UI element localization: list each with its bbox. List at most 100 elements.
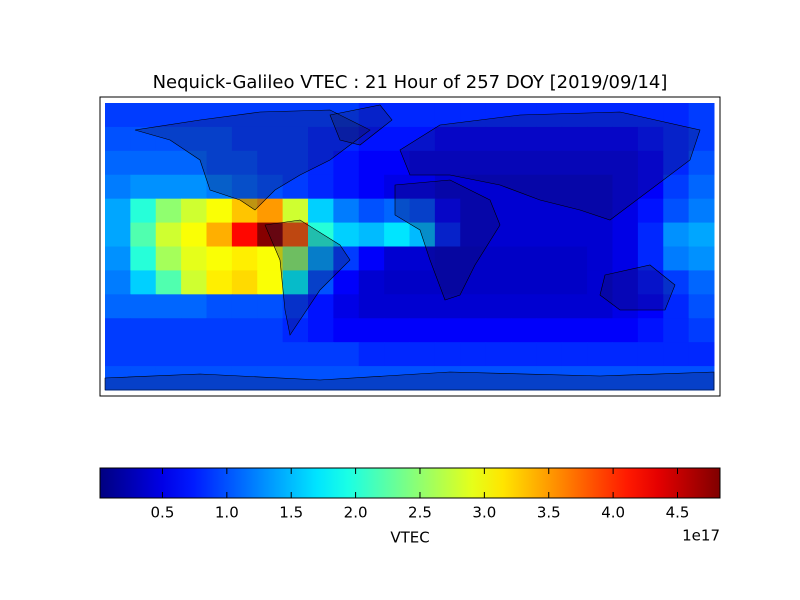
heat-cell: [155, 270, 182, 295]
colorbar-tick-label: 0.5: [151, 504, 175, 522]
heat-cell: [282, 126, 309, 152]
heat-cell: [282, 294, 309, 319]
heat-cell: [536, 222, 563, 247]
heat-cell: [663, 318, 690, 343]
heat-cell: [231, 294, 258, 319]
heat-cell: [612, 294, 639, 319]
heat-cell: [155, 246, 182, 271]
heat-cell: [511, 150, 537, 176]
heat-cell: [308, 174, 334, 200]
heat-cell: [587, 294, 613, 319]
heat-cell: [511, 294, 537, 319]
land-overlay: [104, 104, 715, 391]
heat-cell: [434, 103, 461, 128]
heat-cell: [308, 246, 334, 271]
heat-cell: [561, 222, 588, 247]
heat-cell: [587, 103, 613, 128]
heat-cell: [612, 318, 639, 343]
heat-cell: [231, 222, 258, 247]
heat-cell: [257, 318, 284, 343]
heat-cell: [612, 150, 639, 176]
heat-cell: [637, 366, 664, 391]
heat-cell: [663, 222, 690, 247]
heat-cell: [130, 222, 157, 247]
heat-cell: [536, 103, 563, 128]
heat-cell: [637, 198, 664, 224]
heat-cell: [587, 342, 613, 367]
colorbar: [99, 467, 721, 499]
heat-cell: [536, 126, 563, 152]
heat-cell: [181, 366, 207, 391]
heat-cell: [384, 198, 410, 224]
heat-cell: [130, 174, 157, 200]
heat-cell: [333, 246, 360, 271]
heat-cell: [358, 222, 385, 247]
heat-cell: [206, 174, 233, 200]
heat-cell: [358, 294, 385, 319]
heat-cell: [663, 294, 690, 319]
heat-cell: [308, 318, 334, 343]
heat-cell: [688, 198, 715, 224]
heat-cell: [384, 126, 410, 152]
heat-cell: [105, 174, 131, 200]
heat-cell: [434, 198, 461, 224]
heat-cell: [434, 342, 461, 367]
heat-cell: [206, 103, 233, 128]
heat-cell: [587, 198, 613, 224]
heat-cell: [663, 174, 690, 200]
heat-cell: [434, 366, 461, 391]
heat-cell: [282, 270, 309, 295]
heat-cell: [536, 198, 563, 224]
heat-cell: [688, 246, 715, 271]
heat-cell: [460, 103, 487, 128]
heat-cell: [308, 342, 334, 367]
heat-cell: [282, 103, 309, 128]
heat-cell: [688, 294, 715, 319]
heat-cell: [358, 103, 385, 128]
heat-cell: [536, 318, 563, 343]
heat-cell: [561, 246, 588, 271]
heat-cell: [181, 342, 207, 367]
heat-cell: [257, 103, 284, 128]
heat-cell: [308, 294, 334, 319]
heat-cell: [333, 174, 360, 200]
heat-cell: [358, 270, 385, 295]
heat-cell: [282, 174, 309, 200]
heat-cell: [130, 366, 157, 391]
map-frame: [99, 96, 721, 397]
heat-cell: [460, 198, 487, 224]
heat-cell: [231, 126, 258, 152]
heat-cell: [155, 294, 182, 319]
heatmap: [105, 103, 715, 391]
heat-cell: [587, 246, 613, 271]
heat-cell: [587, 366, 613, 391]
heat-cell: [637, 318, 664, 343]
heat-cell: [409, 318, 436, 343]
heat-cell: [105, 246, 131, 271]
heat-cell: [105, 366, 131, 391]
heat-cell: [637, 222, 664, 247]
heat-cell: [257, 270, 284, 295]
heat-cell: [587, 318, 613, 343]
heat-cell: [282, 150, 309, 176]
heat-cell: [384, 366, 410, 391]
heat-cell: [206, 294, 233, 319]
heat-cell: [612, 174, 639, 200]
heat-cell: [637, 294, 664, 319]
heat-cell: [409, 150, 436, 176]
heat-cell: [206, 126, 233, 152]
heat-cell: [460, 342, 487, 367]
heat-cell: [663, 246, 690, 271]
heat-cell: [358, 126, 385, 152]
heat-cell: [105, 150, 131, 176]
heat-cell: [130, 342, 157, 367]
heat-cell: [434, 174, 461, 200]
heat-cell: [384, 174, 410, 200]
heat-cell: [257, 126, 284, 152]
heat-cell: [485, 198, 512, 224]
heat-cell: [358, 246, 385, 271]
heat-cell: [460, 126, 487, 152]
heat-cell: [612, 342, 639, 367]
heat-cell: [409, 174, 436, 200]
